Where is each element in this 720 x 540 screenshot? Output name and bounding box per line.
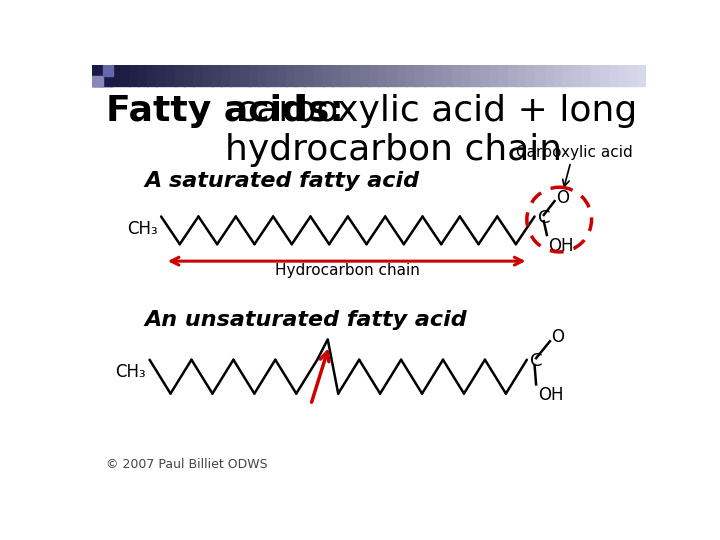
Text: Fatty acids:: Fatty acids:	[106, 94, 343, 128]
Bar	[415, 65, 426, 86]
Bar	[600, 65, 610, 86]
Bar	[102, 65, 113, 76]
Text: An unsaturated fatty acid: An unsaturated fatty acid	[144, 309, 467, 329]
Text: Hydrocarbon chain: Hydrocarbon chain	[275, 264, 420, 279]
Bar	[286, 65, 296, 86]
Text: A saturated fatty acid: A saturated fatty acid	[144, 171, 419, 191]
Bar	[267, 65, 277, 86]
Bar	[92, 65, 102, 86]
Bar	[433, 65, 444, 86]
Bar	[498, 65, 508, 86]
Bar	[572, 65, 582, 86]
Bar	[425, 65, 434, 86]
Text: OH: OH	[538, 386, 563, 404]
Bar	[120, 65, 130, 86]
Text: C: C	[538, 209, 550, 227]
Bar	[387, 65, 397, 86]
Bar	[101, 65, 111, 86]
Text: O: O	[556, 189, 569, 207]
Text: CH₃: CH₃	[115, 363, 145, 381]
Bar	[332, 65, 342, 86]
Bar	[184, 65, 194, 86]
Bar	[526, 65, 536, 86]
Bar	[341, 65, 351, 86]
Bar	[110, 65, 120, 86]
Bar	[305, 65, 315, 86]
Bar	[406, 65, 416, 86]
Bar	[637, 65, 647, 86]
Bar	[276, 65, 287, 86]
Text: CH₃: CH₃	[127, 220, 157, 238]
Bar	[175, 65, 185, 86]
Bar	[628, 65, 638, 86]
Bar	[554, 65, 564, 86]
Bar	[609, 65, 619, 86]
Bar	[203, 65, 212, 86]
Bar	[590, 65, 600, 86]
Bar	[230, 65, 240, 86]
Bar	[249, 65, 259, 86]
Bar	[508, 65, 518, 86]
Bar	[212, 65, 222, 86]
Bar	[194, 65, 204, 86]
Bar	[258, 65, 268, 86]
Bar	[221, 65, 231, 86]
Bar	[92, 76, 102, 86]
Bar	[156, 65, 166, 86]
Text: OH: OH	[549, 237, 574, 254]
Bar	[471, 65, 481, 86]
Bar	[582, 65, 592, 86]
Bar	[351, 65, 361, 86]
Bar	[240, 65, 250, 86]
Bar	[443, 65, 453, 86]
Bar	[544, 65, 554, 86]
Text: © 2007 Paul Billiet ODWS: © 2007 Paul Billiet ODWS	[106, 458, 267, 471]
Text: O: O	[552, 328, 564, 346]
Bar	[378, 65, 388, 86]
Bar	[489, 65, 499, 86]
Bar	[462, 65, 472, 86]
Bar	[452, 65, 462, 86]
Bar	[92, 65, 113, 86]
Bar	[129, 65, 139, 86]
Bar	[138, 65, 148, 86]
Bar	[397, 65, 407, 86]
Bar	[563, 65, 573, 86]
Text: C: C	[530, 352, 542, 370]
Bar	[148, 65, 157, 86]
Bar	[480, 65, 490, 86]
Bar	[369, 65, 379, 86]
Bar	[314, 65, 323, 86]
Bar	[535, 65, 545, 86]
Text: Carboxylic acid: Carboxylic acid	[516, 145, 633, 160]
Bar	[618, 65, 629, 86]
Text: carboxylic acid + long
hydrocarbon chain: carboxylic acid + long hydrocarbon chain	[225, 94, 637, 167]
Bar	[323, 65, 333, 86]
Bar	[360, 65, 370, 86]
Bar	[295, 65, 305, 86]
Bar	[166, 65, 176, 86]
Bar	[517, 65, 527, 86]
